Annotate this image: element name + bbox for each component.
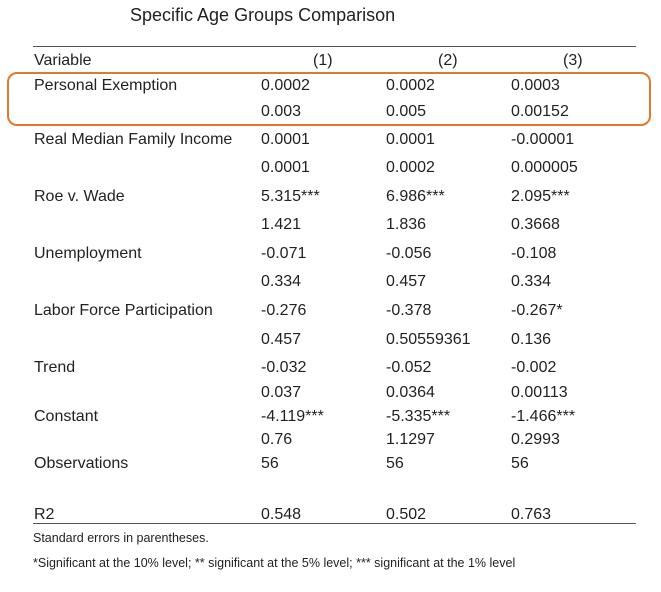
table-cell-c1: 0.0001 — [261, 131, 310, 148]
table-cell-c1: 0.037 — [261, 384, 302, 401]
table-cell-c2: 6.986*** — [386, 188, 445, 205]
table-cell-c1: 5.315*** — [261, 188, 320, 205]
table-cell-c1: 1.421 — [261, 216, 302, 233]
row-label: Labor Force Participation — [34, 302, 213, 319]
row-label: Personal Exemption — [34, 77, 178, 94]
table-cell-c1: 0.457 — [261, 331, 302, 348]
table-cell-c3: 0.334 — [511, 273, 552, 290]
row-label: Roe v. Wade — [34, 188, 125, 205]
table-cell-c3: -1.466*** — [511, 408, 576, 425]
row-label: Constant — [34, 408, 99, 425]
table-cell-c1: -0.276 — [261, 302, 307, 319]
row-label: Unemployment — [34, 245, 142, 262]
header-col1: (1) — [313, 52, 333, 69]
table-cell-c1: 0.548 — [261, 506, 302, 523]
table-cell-c2: 0.0002 — [386, 77, 435, 94]
table-cell-c3: -0.002 — [511, 359, 557, 376]
table-cell-c3: 56 — [511, 455, 529, 472]
row-label: R2 — [34, 506, 55, 523]
table-cell-c2: 0.0001 — [386, 131, 435, 148]
row-label: Trend — [34, 359, 76, 376]
header-col2: (2) — [438, 52, 458, 69]
table-cell-c1: -0.032 — [261, 359, 307, 376]
table-cell-c2: 56 — [386, 455, 404, 472]
row-label: Real Median Family Income — [34, 131, 233, 148]
table-cell-c1: -0.071 — [261, 245, 307, 262]
table-cell-c3: 0.3668 — [511, 216, 560, 233]
table-cell-c2: 0.50559361 — [386, 331, 471, 348]
table-cell-c2: 1.1297 — [386, 431, 435, 448]
top-rule — [33, 46, 636, 47]
table-cell-c3: 0.0003 — [511, 77, 560, 94]
table-cell-c1: 0.003 — [261, 103, 302, 120]
table-cell-c2: 0.005 — [386, 103, 427, 120]
table-cell-c1: 0.334 — [261, 273, 302, 290]
header-col3: (3) — [563, 52, 583, 69]
table-cell-c2: 1.836 — [386, 216, 427, 233]
header-variable: Variable — [34, 52, 92, 69]
table-cell-c2: -0.056 — [386, 245, 432, 262]
table-cell-c3: 0.000005 — [511, 159, 578, 176]
table-cell-c2: 0.0364 — [386, 384, 435, 401]
table-cell-c1: 0.76 — [261, 431, 293, 448]
table-cell-c2: -5.335*** — [386, 408, 451, 425]
table-cell-c3: 0.136 — [511, 331, 552, 348]
bottom-rule — [33, 523, 636, 524]
table-cell-c2: 0.502 — [386, 506, 427, 523]
table-cell-c3: 2.095*** — [511, 188, 570, 205]
table-cell-c1: 0.0001 — [261, 159, 310, 176]
significance-note: *Significant at the 10% level; ** signif… — [33, 556, 516, 570]
table-cell-c3: -0.108 — [511, 245, 557, 262]
table-cell-c3: 0.763 — [511, 506, 552, 523]
standard-errors-note: Standard errors in parentheses. — [33, 531, 209, 545]
table-cell-c2: -0.378 — [386, 302, 432, 319]
table-title: Specific Age Groups Comparison — [130, 5, 396, 25]
table-cell-c1: 56 — [261, 455, 279, 472]
table-cell-c3: 0.2993 — [511, 431, 560, 448]
table-cell-c2: -0.052 — [386, 359, 432, 376]
table-cell-c3: -0.267* — [511, 302, 563, 319]
table-cell-c2: 0.0002 — [386, 159, 435, 176]
table-cell-c1: -4.119*** — [261, 408, 324, 425]
table-cell-c2: 0.457 — [386, 273, 427, 290]
personal-exemption-highlight — [7, 72, 651, 126]
table-cell-c3: 0.00113 — [511, 384, 568, 401]
table-cell-c1: 0.0002 — [261, 77, 310, 94]
row-label: Observations — [34, 455, 129, 472]
table-cell-c3: 0.00152 — [511, 103, 569, 120]
table-cell-c3: -0.00001 — [511, 131, 575, 148]
